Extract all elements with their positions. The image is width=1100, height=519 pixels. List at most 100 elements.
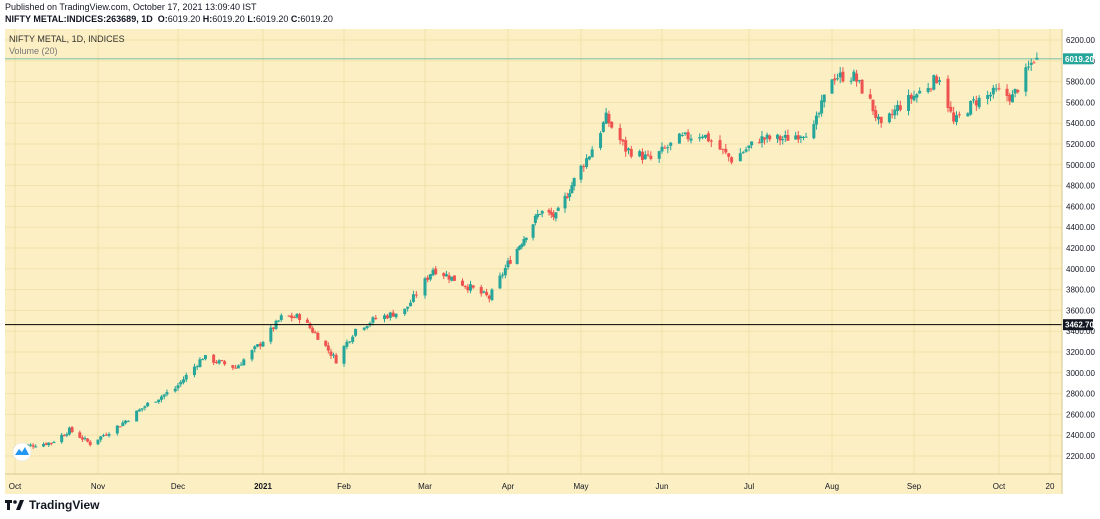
high-value: 6019.20 [212,14,245,24]
candle-body [781,139,785,141]
candle-body [907,95,911,111]
candle-body [342,346,346,364]
candle-body [1008,94,1012,102]
candle-body [849,80,853,82]
candle-body [324,340,328,346]
candle-body [721,148,725,150]
candle-body [533,215,537,224]
candle-body [385,315,389,319]
candle-body [442,273,446,277]
candle-body [663,147,667,149]
candle-body [431,269,435,276]
candle-body [890,114,894,116]
candle-body [666,147,670,149]
candle-body [253,346,257,350]
candle-body [86,438,90,442]
candle-body [290,315,294,318]
candle-body [506,260,510,268]
candle-body [348,341,352,343]
candle-body [239,364,243,366]
candle-body [311,328,315,333]
svg-text:6019.20: 6019.20 [1065,55,1094,64]
x-tick-label: Dec [171,482,185,491]
candle-body [236,365,240,369]
candle-body [479,287,483,294]
candle-body [1005,88,1009,96]
x-tick-label: Sep [907,482,922,491]
x-tick-label: May [573,482,588,491]
candle-body [698,137,702,139]
x-tick-label: Nov [91,482,105,491]
candle-body [503,267,507,276]
candle-body [374,317,378,319]
candle-body [80,437,84,440]
candle-body [31,445,35,447]
tradingview-watermark-icon [12,442,32,462]
candle-body [498,275,502,289]
candle-body [563,195,567,209]
candle-body [466,286,470,291]
y-tick-label: 4000.00 [1066,265,1095,274]
candle-body [426,277,430,280]
candle-body [604,112,608,124]
candle-body [554,212,558,219]
candle-body [60,434,64,443]
open-value: 6019.20 [167,14,201,24]
y-tick-label: 3400.00 [1066,327,1095,336]
candle-body [683,132,687,135]
x-tick-label: Aug [825,482,839,491]
candle-body [896,104,900,111]
candle-body [949,106,953,112]
candle-body [601,122,605,132]
candle-body [383,315,386,320]
y-tick-label: 4200.00 [1066,244,1095,253]
candle-body [67,427,71,435]
candle-body [96,439,100,445]
candle-body [195,366,199,368]
close-label: C: [290,14,301,24]
candle-body [974,100,978,106]
candle-body [871,99,875,112]
time-axis[interactable]: Oct Nov Dec 2021 Feb Mar Apr May Jun Jul Aug Sep Oct… [9,482,1055,491]
candle-body [70,427,74,432]
svg-text:3462.70: 3462.70 [1065,321,1094,330]
candle-body [261,341,265,347]
x-tick-label: 20 [1046,482,1055,491]
candle-body [986,94,990,99]
y-tick-label: 4400.00 [1066,223,1095,232]
horizontal-line-tag: 3462.70 [1063,319,1094,331]
close-value: 6019.20 [300,14,333,24]
candle-body [181,379,185,383]
candle-body [989,94,992,97]
candle-body [487,295,491,299]
candle-body [680,134,684,136]
candle-body [501,274,505,276]
candle-body [738,153,742,162]
candle-body [599,133,603,148]
candle-body [718,140,722,150]
candle-body [490,289,494,300]
candle-body [817,113,821,115]
candle-body [874,110,878,118]
candle-body [271,327,275,330]
candle-body [444,274,448,277]
candle-body [137,409,141,412]
low-label: L: [247,14,256,24]
price-axis[interactable]: 2200.00 2400.00 2600.00 2800.00 3000.00 3200.… [1066,36,1095,461]
candle-body [669,142,673,146]
candle-body [929,88,933,90]
y-tick-label: 5200.00 [1066,140,1095,149]
candle-body [517,246,521,250]
y-tick-label: 2800.00 [1066,390,1095,399]
candle-body [406,306,410,309]
candle-body [34,446,38,448]
candle-body [508,260,512,264]
candle-body [709,140,713,142]
candle-body [482,291,486,293]
candle-body [305,319,309,323]
candle-body [47,442,51,446]
y-tick-label: 2400.00 [1066,431,1095,440]
candle-body [568,193,572,197]
candle-body [841,71,845,82]
